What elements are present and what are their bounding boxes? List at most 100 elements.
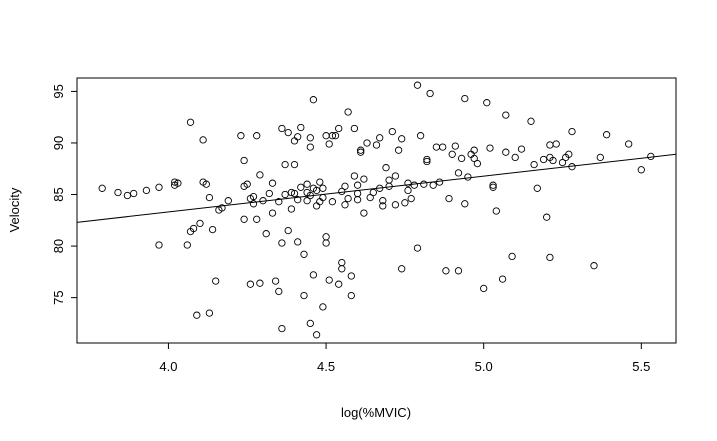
data-point <box>312 331 321 339</box>
data-point <box>379 202 387 210</box>
data-point <box>416 132 425 140</box>
data-point <box>189 224 198 233</box>
data-point <box>290 189 299 198</box>
data-point <box>404 179 412 187</box>
data-point <box>281 160 289 169</box>
data-point <box>253 215 261 223</box>
y-axis: 75 80 85 90 95 <box>51 84 78 305</box>
data-point <box>625 140 633 148</box>
data-point <box>294 133 302 141</box>
data-point <box>426 89 434 98</box>
data-point <box>480 284 488 293</box>
data-point <box>256 171 264 179</box>
data-point <box>265 189 273 198</box>
data-point <box>319 303 327 311</box>
data-point <box>590 262 598 270</box>
data-point <box>353 181 362 189</box>
data-point <box>306 134 314 142</box>
data-point <box>568 127 576 136</box>
data-point <box>461 94 469 103</box>
data-point <box>319 193 327 202</box>
data-point <box>193 311 201 319</box>
data-point <box>275 198 283 206</box>
data-point <box>303 180 311 188</box>
data-point <box>565 150 573 158</box>
data-point <box>546 141 554 149</box>
data-point <box>319 184 327 192</box>
data-point <box>284 128 292 137</box>
data-point <box>486 144 494 152</box>
data-point <box>473 159 482 168</box>
y-axis-title: Velocity <box>7 187 22 232</box>
data-point <box>530 160 538 169</box>
data-point <box>360 209 368 217</box>
data-point <box>502 111 510 119</box>
data-point <box>278 324 286 333</box>
data-point <box>448 150 456 158</box>
data-point <box>376 184 384 192</box>
data-point <box>483 99 491 107</box>
data-point <box>249 192 258 201</box>
data-point <box>382 164 390 172</box>
data-point <box>454 267 463 275</box>
data-point <box>442 267 450 275</box>
data-point <box>357 146 365 154</box>
data-point <box>306 143 314 151</box>
data-point <box>533 184 541 192</box>
data-point <box>287 188 296 197</box>
data-point <box>344 108 352 116</box>
data-point <box>155 183 163 191</box>
data-point <box>379 197 387 205</box>
data-point <box>489 183 497 191</box>
data-point <box>353 189 362 198</box>
data-point <box>602 131 611 139</box>
data-point <box>278 239 286 247</box>
data-point <box>360 175 368 183</box>
data-point <box>647 152 655 161</box>
data-point <box>385 182 393 190</box>
data-point <box>372 141 381 149</box>
data-point <box>253 132 261 140</box>
data-point <box>325 140 333 148</box>
data-point <box>174 179 182 187</box>
data-point <box>404 186 412 195</box>
data-point <box>511 153 519 162</box>
data-point <box>199 136 207 144</box>
data-point <box>262 230 270 238</box>
data-point <box>413 81 422 89</box>
data-point <box>290 160 299 169</box>
data-point <box>240 156 248 165</box>
data-point <box>281 190 289 199</box>
data-point <box>407 194 415 203</box>
data-point <box>123 191 132 200</box>
data-point <box>328 198 337 206</box>
data-point <box>287 205 296 213</box>
data-point <box>208 225 217 234</box>
data-point <box>290 137 299 145</box>
data-point <box>271 277 280 285</box>
data-point <box>596 153 604 162</box>
data-point <box>278 124 286 133</box>
data-point <box>353 196 362 204</box>
data-point <box>401 199 409 207</box>
data-point <box>429 181 437 189</box>
data-point <box>331 132 340 140</box>
data-point <box>423 157 431 166</box>
data-point <box>457 154 466 163</box>
data-point <box>284 226 292 235</box>
data-point <box>470 146 478 154</box>
data-point <box>300 291 308 300</box>
data-point <box>341 201 349 209</box>
data-point <box>410 181 418 189</box>
plot-frame <box>76 77 677 344</box>
data-point <box>309 96 318 104</box>
data-point <box>344 194 352 203</box>
data-point <box>347 272 355 280</box>
data-point <box>552 140 560 148</box>
data-point <box>294 238 302 246</box>
data-point <box>527 117 535 125</box>
data-point <box>498 275 507 283</box>
data-point <box>322 239 330 247</box>
data-point <box>454 169 463 177</box>
